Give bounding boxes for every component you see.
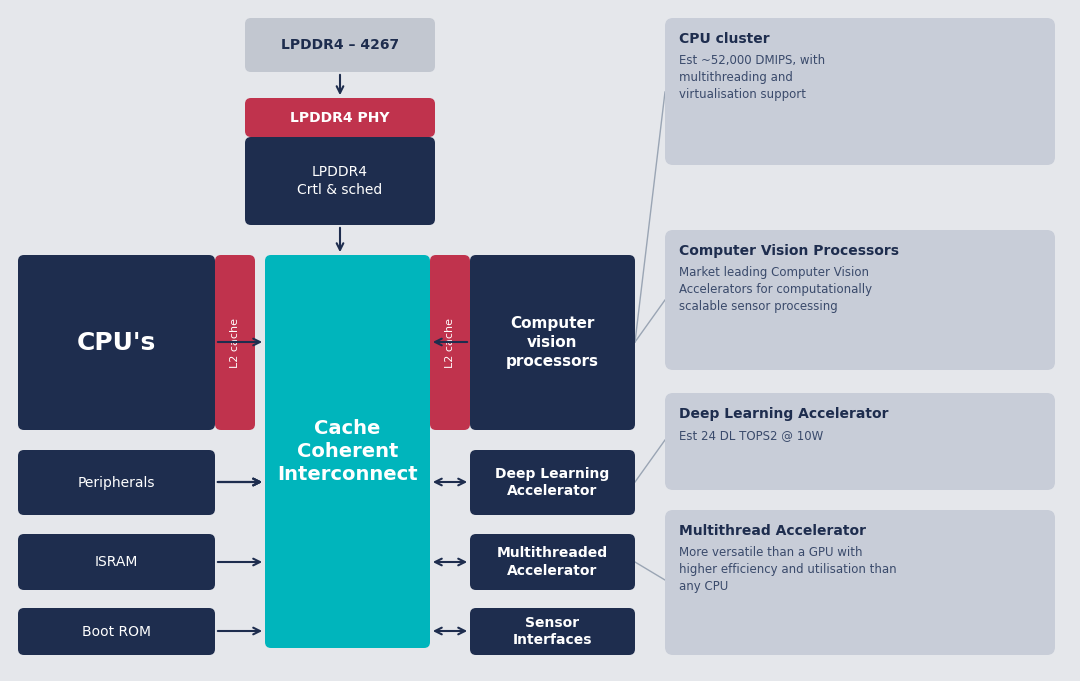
FancyBboxPatch shape [18,255,215,430]
Text: More versatile than a GPU with
higher efficiency and utilisation than
any CPU: More versatile than a GPU with higher ef… [679,546,896,593]
Text: Multithread Accelerator: Multithread Accelerator [679,524,866,538]
Text: Computer
vision
processors: Computer vision processors [507,317,599,368]
FancyBboxPatch shape [18,608,215,655]
Text: Est 24 DL TOPS2 @ 10W: Est 24 DL TOPS2 @ 10W [679,429,823,442]
FancyBboxPatch shape [665,18,1055,165]
FancyBboxPatch shape [245,98,435,137]
FancyBboxPatch shape [430,255,470,430]
Text: Multithreaded
Accelerator: Multithreaded Accelerator [497,546,608,577]
Text: L2 cache: L2 cache [230,317,240,368]
FancyBboxPatch shape [470,255,635,430]
FancyBboxPatch shape [215,255,255,430]
FancyBboxPatch shape [18,450,215,515]
FancyBboxPatch shape [470,534,635,590]
FancyBboxPatch shape [265,255,430,648]
Text: LPDDR4
Crtl & sched: LPDDR4 Crtl & sched [297,165,382,197]
Text: CPU cluster: CPU cluster [679,32,770,46]
Text: CPU's: CPU's [77,330,157,355]
Text: Boot ROM: Boot ROM [82,624,151,639]
Text: Deep Learning
Accelerator: Deep Learning Accelerator [496,467,609,498]
Text: LPDDR4 PHY: LPDDR4 PHY [291,110,390,125]
Text: Deep Learning Accelerator: Deep Learning Accelerator [679,407,889,421]
FancyBboxPatch shape [665,510,1055,655]
Text: LPDDR4 – 4267: LPDDR4 – 4267 [281,38,400,52]
FancyBboxPatch shape [18,534,215,590]
FancyBboxPatch shape [665,230,1055,370]
Text: L2 cache: L2 cache [445,317,455,368]
Text: Computer Vision Processors: Computer Vision Processors [679,244,899,258]
Text: Peripherals: Peripherals [78,475,156,490]
FancyBboxPatch shape [470,608,635,655]
Text: ISRAM: ISRAM [95,555,138,569]
Text: Cache
Coherent
Interconnect: Cache Coherent Interconnect [278,419,418,484]
Text: Est ~52,000 DMIPS, with
multithreading and
virtualisation support: Est ~52,000 DMIPS, with multithreading a… [679,54,825,101]
Text: Sensor
Interfaces: Sensor Interfaces [513,616,592,647]
FancyBboxPatch shape [665,393,1055,490]
FancyBboxPatch shape [245,18,435,72]
FancyBboxPatch shape [245,137,435,225]
Text: Market leading Computer Vision
Accelerators for computationally
scalable sensor : Market leading Computer Vision Accelerat… [679,266,873,313]
FancyBboxPatch shape [470,450,635,515]
